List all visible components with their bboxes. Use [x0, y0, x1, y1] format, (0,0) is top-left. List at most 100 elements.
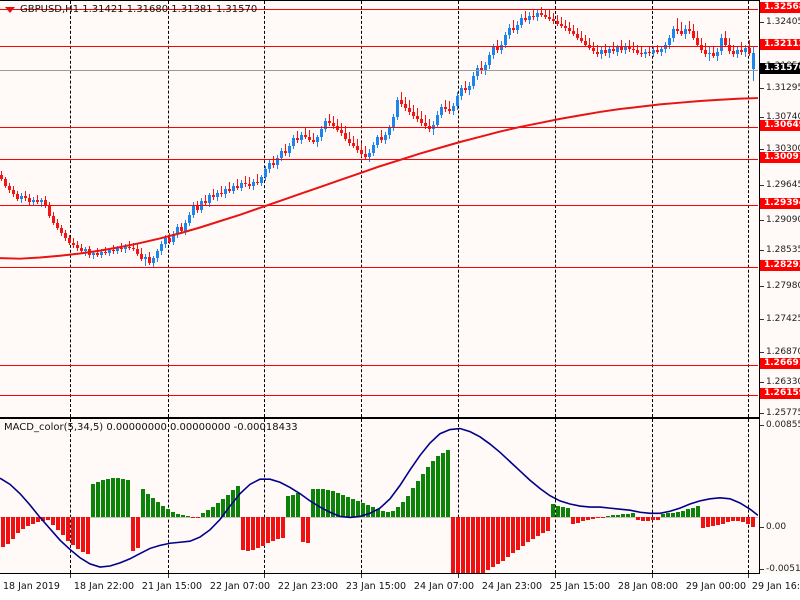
macd-histogram-bar — [296, 493, 300, 517]
price-level-label[interactable]: 1.30649 — [760, 120, 800, 131]
candle-body — [48, 205, 51, 216]
macd-histogram-bar — [331, 490, 335, 517]
candle-body — [724, 37, 727, 45]
macd-histogram-bar — [71, 516, 75, 545]
price-level-line[interactable] — [0, 9, 758, 10]
macd-histogram-bar — [751, 516, 755, 527]
macd-histogram-bar — [76, 516, 80, 550]
candle-wick — [657, 44, 658, 55]
candle-body — [24, 196, 27, 199]
macd-histogram-bar — [466, 516, 470, 573]
candle-body — [672, 29, 675, 39]
macd-histogram-bar — [591, 516, 595, 520]
price-level-line[interactable] — [0, 267, 758, 268]
macd-histogram-bar — [436, 456, 440, 517]
candle-body — [468, 85, 471, 91]
macd-histogram-bar — [706, 516, 710, 528]
macd-histogram-bar — [681, 510, 685, 517]
vertical-gridline — [748, 419, 749, 573]
vertical-gridline — [264, 419, 265, 573]
price-chart-panel[interactable]: GBPUSD,H1 1.31421 1.31680 1.31381 1.3157… — [0, 0, 760, 418]
macd-histogram-bar — [281, 516, 285, 539]
price-plot-area[interactable] — [0, 1, 758, 417]
price-level-label[interactable]: 1.32112 — [760, 39, 800, 50]
price-level-label[interactable]: 1.26159 — [760, 388, 800, 399]
macd-histogram-bar — [306, 516, 310, 543]
price-level-line[interactable] — [0, 365, 758, 366]
price-level-line[interactable] — [0, 46, 758, 47]
price-tick-label: 1.30740 — [760, 112, 800, 123]
candle-body — [388, 127, 391, 136]
macd-histogram-bar — [341, 494, 345, 517]
price-level-label[interactable]: 1.32568 — [760, 2, 800, 13]
macd-indicator-label: MACD_color(5,34,5) 0.00000000 0.00000000… — [4, 422, 298, 433]
macd-histogram-bar — [86, 516, 90, 555]
macd-histogram-bar — [36, 516, 40, 522]
candle-body — [176, 226, 179, 235]
macd-axis[interactable]: 0.0085599 0.00 -0.005195 — [760, 418, 800, 574]
candle-wick — [237, 179, 238, 191]
candle-body — [212, 195, 215, 198]
time-axis[interactable]: 18 Jan 2019 18 Jan 22:00 21 Jan 15:00 22 Ja… — [0, 574, 800, 600]
price-level-line[interactable] — [0, 127, 758, 128]
macd-histogram-bar — [456, 516, 460, 573]
candle-body — [60, 227, 63, 234]
candle-body — [612, 49, 615, 52]
macd-histogram-bar — [496, 516, 500, 564]
price-level-line[interactable] — [0, 159, 758, 160]
macd-plot-area[interactable] — [0, 419, 758, 573]
candle-body — [68, 238, 71, 243]
macd-histogram-bar — [446, 449, 450, 517]
macd-histogram-bar — [376, 509, 380, 517]
macd-histogram-bar — [346, 496, 350, 517]
candle-body — [108, 250, 111, 253]
candle-body — [292, 138, 295, 146]
candle-body — [520, 17, 523, 25]
candle-body — [656, 50, 659, 53]
candle-wick — [649, 45, 650, 56]
candle-body — [516, 24, 519, 31]
macd-histogram-bar — [671, 512, 675, 517]
macd-histogram-bar — [156, 501, 160, 517]
triangle-down-icon[interactable] — [5, 7, 15, 13]
candle-body — [360, 150, 363, 154]
candle-body — [400, 99, 403, 105]
candle-body — [84, 249, 87, 252]
macd-histogram-bar — [11, 516, 15, 539]
macd-histogram-bar — [321, 488, 325, 517]
vertical-gridline — [458, 1, 459, 417]
candle-body — [240, 183, 243, 188]
candle-body — [244, 183, 247, 185]
macd-histogram-bar — [151, 497, 155, 517]
price-level-label[interactable]: 1.28293 — [760, 260, 800, 271]
candle-wick — [525, 10, 526, 23]
candle-wick — [629, 39, 630, 52]
candle-body — [448, 108, 451, 112]
macd-histogram-bar — [21, 516, 25, 530]
candle-body — [532, 15, 535, 18]
time-axis-label: 29 Jan 16:00 — [751, 581, 800, 592]
macd-histogram-bar — [106, 478, 110, 517]
candle-wick — [513, 20, 514, 33]
price-axis[interactable]: 1.325681.324051.321121.318501.315701.312… — [760, 0, 800, 418]
macd-histogram-bar — [601, 516, 605, 518]
candle-body — [232, 186, 235, 191]
macd-panel[interactable]: MACD_color(5,34,5) 0.00000000 0.00000000… — [0, 418, 760, 574]
price-level-line[interactable] — [0, 395, 758, 396]
price-level-label[interactable]: 1.29394 — [760, 198, 800, 209]
candle-body — [376, 137, 379, 145]
price-level-line[interactable] — [0, 205, 758, 206]
macd-histogram-bar — [616, 514, 620, 517]
candle-body — [536, 13, 539, 18]
current-price-label[interactable]: 1.31570 — [760, 63, 800, 74]
candle-body — [104, 251, 107, 253]
candle-body — [684, 29, 687, 34]
candle-body — [424, 122, 427, 127]
candle-body — [464, 88, 467, 91]
macd-histogram-bar — [181, 515, 185, 517]
macd-histogram-bar — [646, 516, 650, 521]
candle-wick — [633, 42, 634, 54]
macd-histogram-bar — [111, 477, 115, 517]
